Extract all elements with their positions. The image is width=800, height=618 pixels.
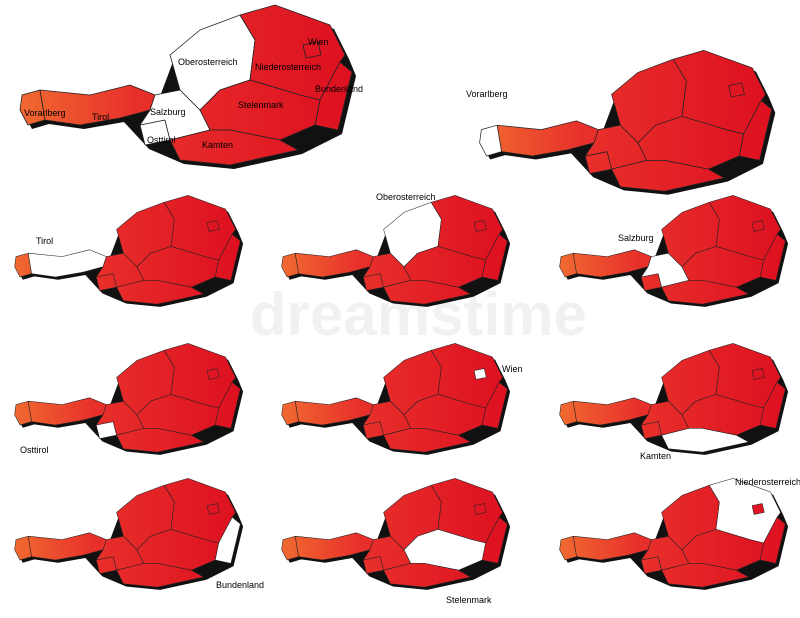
region xyxy=(637,116,744,170)
austria-map xyxy=(14,343,244,455)
region xyxy=(383,280,471,305)
region xyxy=(116,428,204,453)
austria-map xyxy=(281,478,511,590)
region xyxy=(14,535,32,561)
region xyxy=(199,79,321,141)
region xyxy=(728,82,745,98)
austria-map xyxy=(559,478,789,590)
region xyxy=(559,535,577,561)
region-label: Osttirol xyxy=(147,135,176,145)
region-label: Stelenmark xyxy=(238,100,284,110)
region xyxy=(206,220,220,232)
region xyxy=(661,280,749,305)
region-label: Salzburg xyxy=(150,107,186,117)
region-label: Wien xyxy=(502,364,523,374)
region xyxy=(19,89,46,126)
region xyxy=(473,368,487,380)
region xyxy=(473,503,487,515)
region xyxy=(681,529,764,571)
region xyxy=(136,394,219,436)
austria-map xyxy=(14,195,244,307)
region-label: Tirol xyxy=(36,236,53,246)
region xyxy=(169,129,299,166)
region xyxy=(751,503,765,515)
region xyxy=(403,529,486,571)
region xyxy=(559,252,577,278)
region xyxy=(681,246,764,288)
region xyxy=(559,400,577,426)
region xyxy=(206,368,220,380)
austria-map xyxy=(14,478,244,590)
region-label: Stelenmark xyxy=(446,595,492,605)
region xyxy=(302,41,322,59)
region xyxy=(403,394,486,436)
region-label: Oberosterreich xyxy=(178,57,238,67)
region xyxy=(136,529,219,571)
region-label: Niederosterreich xyxy=(735,477,800,487)
region-label: Vorarlberg xyxy=(466,89,508,99)
region xyxy=(661,428,749,453)
austria-map xyxy=(281,343,511,455)
region-label: Vorarlberg xyxy=(24,108,66,118)
region xyxy=(751,368,765,380)
austria-map xyxy=(559,195,789,307)
region xyxy=(116,280,204,305)
region-label: Osttirol xyxy=(20,445,49,455)
region xyxy=(383,563,471,588)
region xyxy=(661,563,749,588)
region xyxy=(403,246,486,288)
austria-map xyxy=(19,4,356,169)
region-label: Bundenland xyxy=(315,84,363,94)
region xyxy=(479,124,502,157)
region xyxy=(281,400,299,426)
austria-map xyxy=(559,343,789,455)
region-label: Bundenland xyxy=(216,580,264,590)
region-label: Salzburg xyxy=(618,233,654,243)
region xyxy=(116,563,204,588)
region xyxy=(383,428,471,453)
region-label: Niederosterreich xyxy=(255,62,321,72)
austria-map xyxy=(281,195,511,307)
austria-map xyxy=(479,50,776,195)
region xyxy=(281,535,299,561)
region-label: Tirol xyxy=(92,112,109,122)
region xyxy=(611,160,725,192)
region xyxy=(751,220,765,232)
region xyxy=(473,220,487,232)
region xyxy=(136,246,219,288)
region-label: Kamten xyxy=(640,451,671,461)
region xyxy=(681,394,764,436)
region xyxy=(14,252,32,278)
region-label: Wien xyxy=(308,37,329,47)
region-label: Kamten xyxy=(202,140,233,150)
region-label: Oberosterreich xyxy=(376,192,436,202)
region xyxy=(206,503,220,515)
region xyxy=(281,252,299,278)
region xyxy=(14,400,32,426)
